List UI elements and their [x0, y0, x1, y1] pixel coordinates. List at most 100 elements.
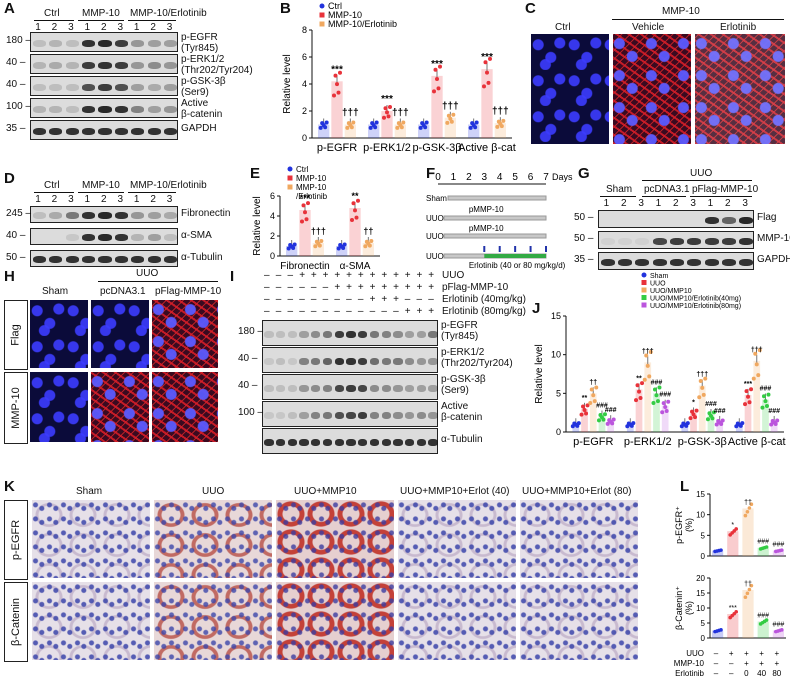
blot-band [722, 258, 736, 266]
data-point [345, 125, 350, 130]
condition-sign: + [404, 306, 411, 317]
blot-band [369, 411, 380, 419]
blot-band [652, 258, 667, 266]
group-label: MMP-10/Erlotinib [130, 8, 207, 19]
legend-marker [641, 302, 647, 308]
y-tick-label: 20 [696, 574, 705, 583]
blot-band [147, 256, 161, 263]
data-point [445, 120, 450, 125]
mw-marker: 35 – [6, 123, 26, 134]
bar [481, 69, 493, 138]
condition-sign: – [714, 659, 719, 668]
blot-strip [262, 347, 438, 373]
y-tick-label: 5 [701, 531, 706, 540]
blot-band [32, 256, 46, 263]
condition-sign: – [310, 282, 317, 293]
y-tick-label: 10 [696, 511, 705, 520]
lane-number: 1 [133, 194, 140, 205]
dose-marker [545, 246, 547, 252]
blot-row-label: α-Tubulin [181, 251, 223, 263]
blot-band [81, 105, 96, 113]
blot-row-label: α-SMA [181, 229, 212, 241]
blot-row-label: Active [441, 401, 469, 412]
y-tick-label: 10 [551, 350, 561, 360]
panel-label-b: B [280, 0, 291, 17]
data-point [350, 218, 354, 222]
data-point [745, 509, 750, 514]
column-label: UUO+MMP10+Erlot (40) [400, 486, 510, 497]
blot-band [334, 384, 344, 392]
blot-band [600, 258, 615, 266]
blot-strip [262, 374, 438, 400]
blot-band [49, 127, 63, 135]
bar [368, 124, 380, 138]
condition-sign: – [369, 306, 376, 317]
blot-band [334, 357, 344, 365]
day-label: 7 [543, 172, 549, 183]
bar [598, 416, 606, 432]
blot-band [311, 384, 321, 392]
blot-band [98, 39, 112, 47]
data-point [645, 363, 650, 368]
data-point [642, 377, 647, 382]
data-point [654, 393, 659, 398]
blot-band [404, 330, 415, 338]
blot-strip [262, 320, 438, 346]
blot-band [49, 61, 63, 69]
day-label: 5 [512, 172, 518, 183]
blot-band [428, 330, 438, 338]
data-point [323, 125, 328, 130]
condition-sign: + [310, 270, 317, 281]
condition-sign: – [264, 270, 270, 281]
bar [626, 424, 634, 432]
legend-marker [319, 3, 325, 9]
blot-band [98, 83, 112, 91]
data-point [749, 387, 754, 392]
blot-band [114, 61, 128, 69]
y-tick-label: 6 [302, 52, 307, 62]
micrograph [30, 372, 88, 442]
blot-band [687, 258, 702, 266]
bar [286, 246, 298, 256]
significance-mark: ### [757, 539, 769, 546]
data-point [780, 548, 784, 552]
blot-band [299, 330, 309, 338]
legend-marker [641, 287, 647, 293]
blot-band [381, 357, 391, 365]
condition-sign: + [334, 282, 341, 293]
blot-band [81, 256, 96, 263]
bar [727, 614, 739, 638]
blot-row-label: (Thr202/Tyr204) [441, 358, 513, 369]
data-point [401, 120, 406, 125]
blot-band [722, 216, 736, 224]
data-point [747, 400, 752, 405]
data-point [756, 373, 761, 378]
column-label: Sham [76, 486, 103, 497]
blot-row-label: p-EGFR [441, 320, 478, 331]
blot-band [393, 357, 403, 365]
bar [727, 531, 739, 556]
data-point [610, 421, 615, 426]
significance-mark: ††† [442, 101, 459, 112]
blot-row-label: Active [181, 98, 209, 109]
lane-number: 3 [117, 22, 123, 33]
condition-sign: + [416, 270, 423, 281]
blot-band [65, 83, 79, 91]
blot-band [81, 234, 96, 241]
y-tick-label: 0 [302, 133, 307, 143]
blot-band [131, 234, 145, 241]
data-point [700, 385, 705, 390]
data-point [602, 412, 607, 417]
data-point [719, 421, 724, 426]
lane-number: 1 [133, 22, 140, 33]
blot-row-label: (Tyr845) [181, 43, 219, 54]
legend-marker [287, 166, 293, 172]
y-axis-label: Relative level [252, 196, 263, 255]
y-tick-label: 0 [556, 427, 561, 437]
condition-label: Erlotinib [675, 669, 704, 678]
y-tick-label: 5 [701, 619, 706, 628]
data-point [342, 242, 347, 247]
data-point [637, 389, 642, 394]
blot-band [98, 127, 112, 135]
panel-a: Ctrl MMP-10 MMP-10/Erlotinib [0, 0, 207, 160]
